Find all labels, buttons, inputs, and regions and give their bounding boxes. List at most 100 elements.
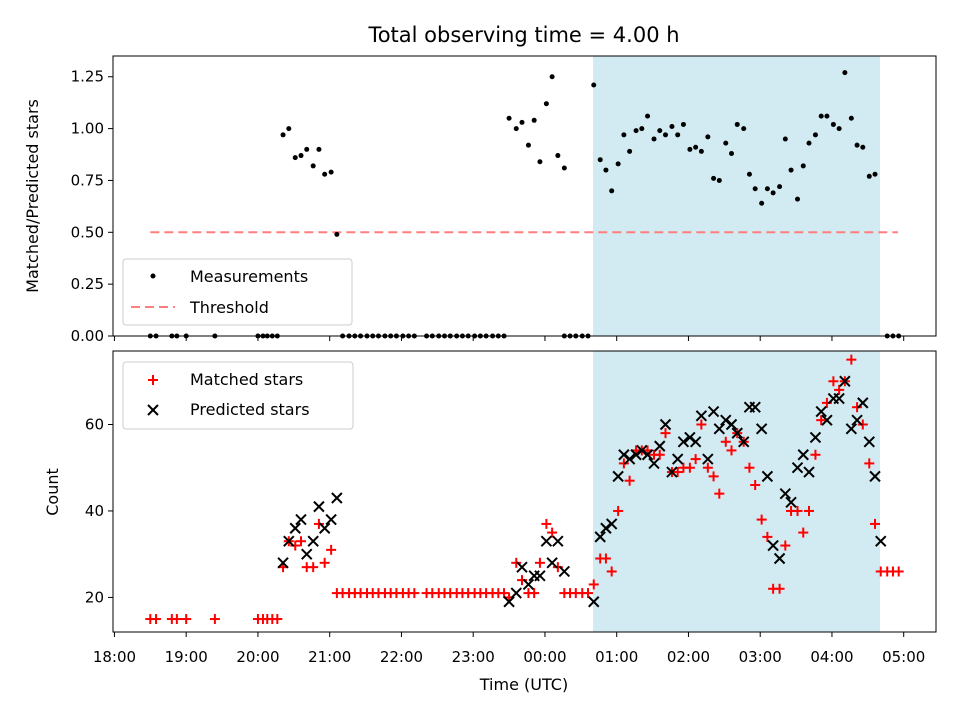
matched-star-point [798,527,809,538]
measurement-point [711,175,717,181]
matched-star-point [209,614,220,625]
x-tick-label: 03:00 [739,648,782,666]
matched-star-point [511,557,522,568]
predicted-star-point [857,397,869,409]
predicted-star-point [594,531,606,543]
predicted-x-b [785,496,797,509]
measurement-point [698,148,704,154]
measurement-point [615,161,621,167]
measurement-point [328,169,334,175]
matched-star-point [762,531,773,542]
x-tick-label: 00:00 [523,648,566,666]
measurement-point [645,113,651,119]
measurement-point [304,146,310,152]
top-axes-frame [112,55,937,337]
predicted-star-point [558,565,571,578]
predicted-x-b [761,470,774,483]
predicted-star-point [283,535,295,547]
matched-star-point [828,376,839,387]
measurement-point [334,231,340,237]
matched-star-point [857,419,868,430]
matched-star-point [726,445,737,456]
matched-star-point [313,518,324,529]
predicted-x-b [612,470,624,483]
predicted-star-point [636,444,648,457]
matched-star-point [690,454,701,465]
measurement-point [310,163,316,169]
predicted-x-b [671,453,684,465]
predicted-x-b [773,552,786,565]
top-panel: 0.00 0.25 0.50 0.75 1.00 1.25 Matched/Predict… [23,55,937,345]
predicted-star-point [503,596,515,608]
predicted-star-point [612,470,624,483]
predicted-star-point [540,535,553,547]
matched-star-point [708,471,719,482]
measurement-point [693,144,699,150]
measurement-point [705,134,711,140]
bottom-y-tick-label: 20 [85,588,104,606]
predicted-x-b [767,539,779,552]
matched-star-point [672,467,683,478]
matched-star-point [810,449,821,460]
bottom-y-ticks: 20 40 60 [85,415,113,606]
measurement-point [759,200,765,206]
matched-star-point [702,462,713,473]
measurement-point [800,163,806,169]
matched-star-point [295,536,306,547]
predicted-x-b [600,522,612,534]
measurement-point [561,165,567,171]
legend-predicted-label: Predicted stars [190,400,310,419]
predicted-x-b [659,418,672,431]
predicted-star-point [702,453,714,465]
measurement-point [716,177,722,183]
predicted-x-b [821,414,833,426]
matched-star-point [756,514,767,525]
predicted-star-point [833,392,845,405]
predicted-x-b [289,522,301,534]
predicted-x-b [869,470,881,483]
x-tick-label: 19:00 [165,648,208,666]
matched-star-point [893,566,904,577]
predicted-star-point [875,535,887,547]
predicted-x-b [510,587,522,599]
predicted-star-point [869,470,881,483]
matched-star-point [618,458,629,469]
predicted-star-point [815,405,827,418]
measurement-points [147,70,902,339]
measurement-point [597,157,603,163]
measurement-point [788,167,794,173]
predicted-star-point [534,570,546,582]
legend-measurements-label: Measurements [190,267,308,286]
top-x-ticks [113,336,905,341]
x-tick-label: 02:00 [667,648,710,666]
predicted-star-point [803,466,815,478]
matched-star-point [864,458,875,469]
matched-star-point [319,557,330,568]
predicted-star-point [301,548,313,560]
predicted-x-b [851,414,863,426]
predicted-x-b [641,449,654,461]
predicted-x-b [803,466,815,478]
measurement-point [848,115,854,121]
predicted-star-point [600,522,612,534]
matched-star-point [714,488,725,499]
bottom-legend: Matched stars Predicted stars [122,361,354,430]
measurement-point [854,142,860,148]
predicted-star-point [641,449,654,461]
predicted-star-point [731,427,743,439]
x-tick-label: 22:00 [380,648,423,666]
predicted-star-point [325,513,337,526]
matched-star-point [547,527,558,538]
measurement-point [687,146,693,152]
matched-star-point [684,462,695,473]
matched-star-point [499,588,510,599]
predicted-x-b [654,440,666,452]
measurement-point [746,171,752,177]
measurement-point [842,70,848,76]
predicted-x-b [534,570,546,582]
predicted-x-b [558,565,571,578]
predicted-star-point [797,449,809,461]
measurement-legend-marker [150,273,156,279]
measurement-point [639,126,645,132]
predicted-x-b [546,557,558,569]
